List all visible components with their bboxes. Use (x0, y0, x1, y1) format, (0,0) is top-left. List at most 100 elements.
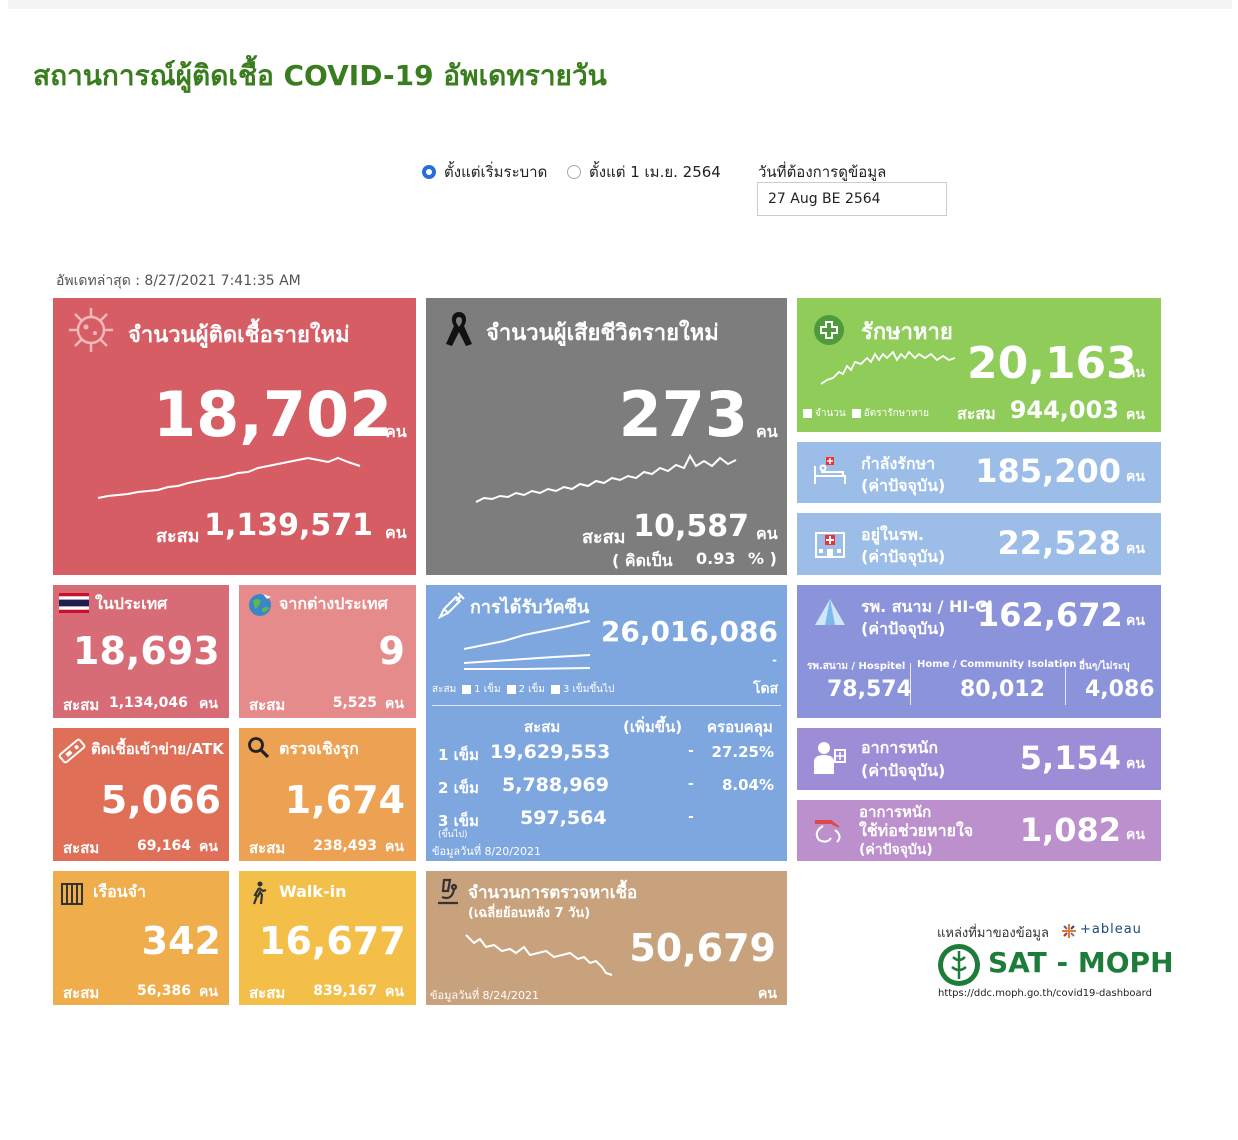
testing-sparkline (465, 934, 613, 976)
home-isolation-label: Home / Community Isolation (917, 659, 1077, 670)
radio-button-selected[interactable] (422, 165, 436, 179)
legend-swatch (851, 408, 861, 418)
thai-flag-icon (59, 593, 89, 613)
death-rate-value: 0.93 (696, 549, 736, 568)
unit-label: คน (199, 839, 218, 855)
top-bar (8, 0, 1232, 9)
date-input[interactable] (757, 182, 947, 216)
dose1-cumulative: 19,629,553 (490, 741, 611, 763)
cum-label: สะสม (63, 696, 100, 714)
radio-since-outbreak[interactable]: ตั้งแต่เริ่มระบาด (422, 160, 547, 184)
cum-label: สะสม (63, 839, 100, 857)
source-label: แหล่งที่มาของข้อมูล (937, 926, 1049, 941)
dose3-increase: - (688, 809, 694, 825)
dose2-increase: - (688, 776, 694, 792)
in-hospital-tile: อยู่ในรพ. (ค่าปัจจุบัน) 22,528 คน (797, 513, 1161, 575)
legend-count-label: จำนวน (815, 408, 846, 419)
black-ribbon-icon (446, 312, 472, 346)
atk-tile: ติดเชื้อเข้าข่าย/ATK 5,066 สะสม 69,164 ค… (53, 728, 229, 861)
domestic-tile: ในประเทศ 18,693 สะสม 1,134,046 คน (53, 585, 229, 718)
in-hospital-value: 22,528 (997, 524, 1121, 562)
virus-icon (69, 308, 113, 352)
unit-label: คน (756, 422, 778, 441)
vaccine-title: การได้รับวัคซีน (470, 597, 590, 618)
unit-label: คน (199, 984, 218, 1000)
testing-sub: (เฉลี่ยย้อนหลัง 7 วัน) (468, 906, 591, 921)
death-rate-open: ( คิดเป็น (612, 551, 673, 570)
severe-value: 5,154 (1019, 739, 1121, 777)
new-cases-value: 18,702 (153, 378, 393, 451)
abroad-title: จากต่างประเทศ (279, 594, 388, 613)
prison-title: เรือนจำ (93, 882, 146, 901)
abroad-cumulative: 5,525 (332, 695, 377, 711)
recovered-legend: จำนวน อัตรารักษาหาย (803, 406, 929, 421)
radio-button[interactable] (567, 165, 581, 179)
prison-cumulative: 56,386 (136, 983, 191, 999)
moph-seal-icon (938, 944, 980, 986)
dose3-label: 3 เข็ม (438, 812, 479, 830)
recovered-cumulative: 944,003 (1009, 396, 1119, 424)
prison-bars-icon (61, 883, 83, 905)
treating-value: 185,200 (975, 452, 1121, 490)
walkin-value: 16,677 (259, 919, 406, 963)
hospitel-label: รพ.สนาม / Hospitel (807, 661, 906, 672)
recovered-sparkline (820, 350, 956, 385)
unit-label: คน (385, 696, 404, 712)
legend-dose3: 3 เข็มขึ้นไป (562, 684, 615, 695)
dose-unit: โดส (753, 681, 779, 697)
cum-label: สะสม (582, 527, 626, 548)
treating-title: กำลังรักษา (861, 454, 936, 473)
divider (910, 663, 911, 705)
col-coverage: ครอบคลุม (707, 718, 773, 736)
divider (1065, 663, 1066, 705)
new-cases-title: จำนวนผู้ติดเชื้อรายใหม่ (128, 323, 350, 348)
syringe-icon (437, 592, 465, 620)
walkin-tile: Walk-in 16,677 สะสม 839,167 คน (239, 871, 416, 1005)
dose2-cumulative: 5,788,969 (502, 774, 609, 796)
domestic-cumulative: 1,134,046 (109, 695, 188, 711)
cum-label: สะสม (957, 404, 996, 423)
col-cumulative: สะสม (524, 718, 561, 736)
doctor-patient-icon (814, 742, 846, 774)
testing-title: จำนวนการตรวจหาเชื้อ (468, 883, 638, 903)
testing-tile: จำนวนการตรวจหาเชื้อ (เฉลี่ยย้อนหลัง 7 วั… (426, 871, 787, 1005)
new-cases-sparkline (97, 456, 361, 499)
treating-sub: (ค่าปัจจุบัน) (861, 476, 946, 495)
unit-label: คน (1126, 541, 1145, 557)
radio-since-april[interactable]: ตั้งแต่ 1 เม.ย. 2564 (567, 160, 721, 184)
legend-swatch (462, 684, 472, 694)
atk-test-icon (58, 738, 86, 764)
new-deaths-sparkline (475, 453, 737, 503)
unit-label: คน (1126, 407, 1145, 423)
recovered-tile: รักษาหาย 20,163 คน จำนวน อัตรารักษาหาย สะ… (797, 298, 1161, 432)
vaccine-inc-dash: - (772, 653, 777, 667)
globe-plane-icon (249, 594, 271, 616)
ventilator-value: 1,082 (1019, 811, 1121, 849)
radio-label: ตั้งแต่ 1 เม.ย. 2564 (589, 163, 721, 181)
page-title: สถานการณ์ผู้ติดเชื้อ COVID-19 อัพเดทรายว… (33, 59, 607, 92)
legend-swatch (550, 684, 560, 694)
abroad-tile: จากต่างประเทศ 9 สะสม 5,525 คน (239, 585, 416, 718)
recovered-title: รักษาหาย (861, 320, 953, 345)
cum-label: สะสม (63, 984, 100, 1002)
walkin-title: Walk-in (279, 882, 347, 901)
vaccine-legend: สะสม 1 เข็ม 2 เข็ม 3 เข็มขึ้นไป (432, 682, 614, 697)
date-label: วันที่ต้องการดูข้อมูล (758, 163, 887, 181)
legend-rate-label: อัตรารักษาหาย (863, 408, 929, 419)
dose3-sublabel: (ขึ้นไป) (438, 830, 468, 840)
hospital-building-icon (815, 532, 845, 558)
vaccine-tile: การได้รับวัคซีน 26,016,086 - สะสม 1 เข็ม 2… (426, 585, 787, 861)
death-rate-close: % ) (748, 549, 777, 568)
proactive-cumulative: 238,493 (313, 838, 377, 854)
atk-title: ติดเชื้อเข้าข่าย/ATK (91, 740, 224, 758)
ventilator-icon (815, 820, 841, 843)
new-deaths-cumulative: 10,587 (633, 509, 749, 544)
tableau-logo-icon (1062, 924, 1076, 938)
dose2-label: 2 เข็ม (438, 779, 479, 797)
hospitel-value: 78,574 (827, 677, 912, 702)
testing-note: ข้อมูลวันที่ 8/24/2021 (430, 989, 539, 1002)
walkin-cumulative: 839,167 (313, 983, 377, 999)
atk-value: 5,066 (100, 778, 221, 822)
unit-label: คน (1126, 756, 1145, 772)
source-url[interactable]: https://ddc.moph.go.th/covid19-dashboard (938, 988, 1152, 999)
